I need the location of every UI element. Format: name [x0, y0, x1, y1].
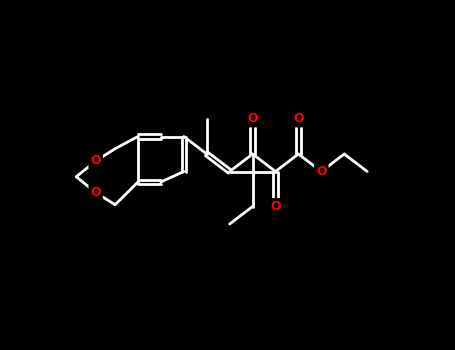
Text: O: O	[91, 186, 101, 199]
Text: O: O	[247, 112, 258, 126]
Text: O: O	[91, 154, 101, 168]
Text: O: O	[293, 112, 304, 126]
Text: O: O	[316, 165, 327, 178]
Text: O: O	[270, 200, 281, 213]
